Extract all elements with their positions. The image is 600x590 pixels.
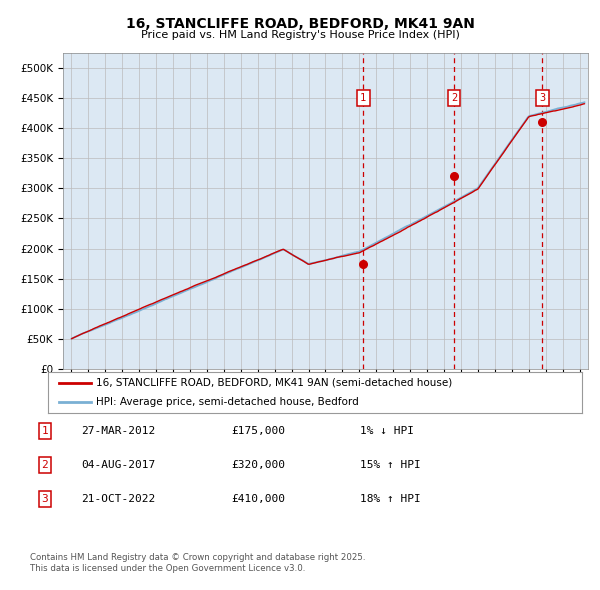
Text: 18% ↑ HPI: 18% ↑ HPI (360, 494, 421, 504)
Text: Contains HM Land Registry data © Crown copyright and database right 2025.
This d: Contains HM Land Registry data © Crown c… (30, 553, 365, 573)
Text: 2: 2 (41, 460, 49, 470)
Text: 1: 1 (360, 93, 367, 103)
Text: 1% ↓ HPI: 1% ↓ HPI (360, 426, 414, 435)
Text: HPI: Average price, semi-detached house, Bedford: HPI: Average price, semi-detached house,… (96, 397, 359, 407)
Text: 16, STANCLIFFE ROAD, BEDFORD, MK41 9AN: 16, STANCLIFFE ROAD, BEDFORD, MK41 9AN (125, 17, 475, 31)
Text: £410,000: £410,000 (231, 494, 285, 504)
Text: Price paid vs. HM Land Registry's House Price Index (HPI): Price paid vs. HM Land Registry's House … (140, 30, 460, 40)
Text: 04-AUG-2017: 04-AUG-2017 (81, 460, 155, 470)
Text: 1: 1 (41, 426, 49, 435)
Text: 3: 3 (539, 93, 545, 103)
Text: 16, STANCLIFFE ROAD, BEDFORD, MK41 9AN (semi-detached house): 16, STANCLIFFE ROAD, BEDFORD, MK41 9AN (… (96, 378, 452, 388)
Text: 27-MAR-2012: 27-MAR-2012 (81, 426, 155, 435)
Text: £320,000: £320,000 (231, 460, 285, 470)
Text: 3: 3 (41, 494, 49, 504)
Text: £175,000: £175,000 (231, 426, 285, 435)
Text: 2: 2 (451, 93, 457, 103)
Text: 21-OCT-2022: 21-OCT-2022 (81, 494, 155, 504)
Text: 15% ↑ HPI: 15% ↑ HPI (360, 460, 421, 470)
